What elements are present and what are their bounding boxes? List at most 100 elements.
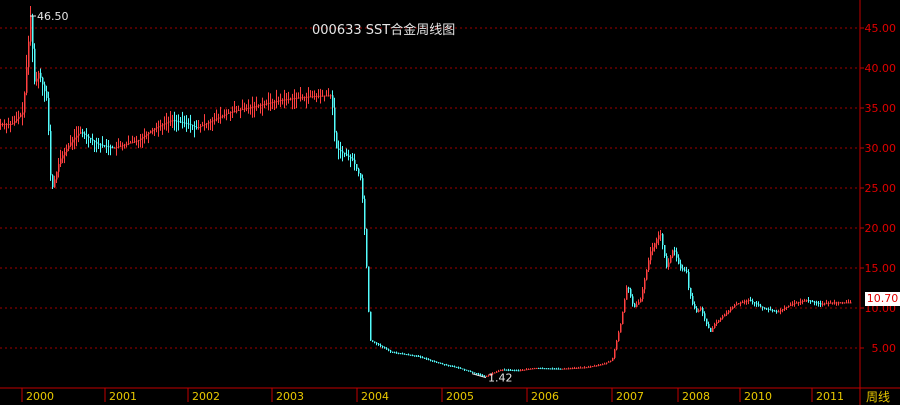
time-tick-label: 2002 [192, 390, 220, 403]
candle-body [282, 99, 284, 101]
candle-body [392, 351, 394, 353]
candle-body [508, 369, 510, 371]
candle-body [410, 354, 412, 356]
candle-body [132, 141, 134, 143]
candle-body [586, 367, 588, 369]
candle-body [118, 146, 120, 148]
candle-body [416, 355, 418, 357]
price-tick-label: 25.00 [865, 182, 897, 195]
candle-body [46, 91, 48, 98]
candle-body [10, 124, 12, 125]
candle-body [240, 109, 242, 111]
candle-body [606, 362, 608, 364]
candle-body [688, 272, 690, 288]
candle-body [374, 341, 376, 343]
candle-body [400, 353, 402, 355]
candle-body [154, 128, 156, 130]
candle-body [526, 369, 528, 371]
candle-body [214, 119, 216, 121]
candle-body [296, 97, 298, 99]
candle-body [96, 142, 98, 144]
candle-body [742, 301, 744, 303]
candle-body [752, 301, 754, 303]
candle-body [556, 368, 558, 370]
candle-body [18, 116, 20, 119]
candle-body [34, 48, 36, 82]
candle-body [842, 302, 844, 304]
candle-body [344, 152, 346, 155]
candle-body [138, 139, 140, 141]
candle-body [380, 344, 382, 347]
candle-body [698, 310, 700, 312]
candle-body [828, 302, 830, 304]
candle-body [406, 354, 408, 356]
candle-body [80, 132, 82, 134]
candle-body [108, 146, 110, 148]
candle-body [596, 365, 598, 367]
candle-body [90, 137, 92, 140]
candle-body [152, 129, 154, 132]
candle-body [664, 245, 666, 256]
candle-body [582, 367, 584, 369]
candle-body [300, 97, 302, 99]
candle-body [278, 100, 280, 102]
candle-body [316, 95, 318, 97]
candle-body [668, 262, 670, 267]
chart-title: 000633 SST合金周线图 [312, 23, 456, 38]
candle-body [622, 311, 624, 324]
candle-body [8, 124, 10, 125]
candle-body [150, 131, 152, 133]
candle-body [506, 369, 508, 371]
candle-body [50, 131, 52, 176]
candle-body [826, 303, 828, 305]
candle-body [764, 307, 766, 309]
candle-body [470, 371, 472, 373]
candle-body [6, 124, 8, 125]
candle-body [286, 99, 288, 101]
candle-body [68, 145, 70, 149]
candle-body [192, 125, 194, 127]
candle-body [86, 135, 88, 137]
candle-body [290, 98, 292, 100]
candle-body [628, 287, 630, 290]
candle-body [578, 367, 580, 369]
candle-body [710, 328, 712, 332]
candle-body [634, 303, 636, 308]
candle-body [370, 311, 372, 341]
price-tick-label: 5.00 [872, 342, 897, 355]
candle-body [544, 368, 546, 370]
candle-body [126, 143, 128, 145]
price-tick-label: 40.00 [865, 62, 897, 75]
candle-body [376, 342, 378, 344]
candle-body [84, 133, 86, 136]
candle-body [288, 98, 290, 100]
candle-body [402, 353, 404, 355]
candle-body [660, 234, 662, 236]
candle-body [704, 313, 706, 319]
candle-body [722, 316, 724, 319]
candle-body [356, 164, 358, 169]
candle-body [786, 306, 788, 308]
candle-body [26, 67, 28, 93]
candle-body [424, 357, 426, 359]
candle-body [612, 357, 614, 361]
candle-body [500, 370, 502, 372]
candle-body [322, 95, 324, 97]
candle-body [146, 134, 148, 136]
candle-body [70, 142, 72, 146]
candle-body [432, 360, 434, 362]
candle-body [756, 303, 758, 305]
candle-body [640, 299, 642, 303]
candle-body [616, 340, 618, 350]
candle-body [76, 135, 78, 138]
candle-body [564, 368, 566, 370]
candle-body [332, 95, 334, 108]
candle-body [674, 250, 676, 252]
candle-body [836, 302, 838, 304]
candle-body [336, 132, 338, 149]
candle-body [746, 300, 748, 302]
candle-body [326, 95, 328, 97]
time-tick-label: 2006 [531, 390, 559, 403]
candle-body [694, 304, 696, 308]
high-label: 46.50 [37, 10, 69, 23]
